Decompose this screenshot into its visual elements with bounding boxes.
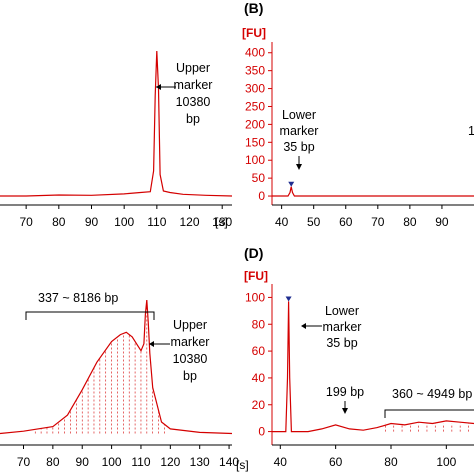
panel-b-x-tick-label: 40 [275, 215, 289, 229]
panel-c-x-unit: [s] [236, 458, 249, 472]
panel-d-annotation-199bp: 199 bp [326, 385, 364, 399]
panel-c-trace [0, 300, 233, 435]
panel-d-annotation-range: 360 ~ 4949 bp [392, 387, 472, 401]
panel-b-annotation-cut: 1 [468, 124, 474, 138]
panel-d-annotation-lower-marker-line2: marker [323, 320, 362, 334]
panel-a-annotation-upper-marker-line3: 10380 [176, 95, 211, 109]
panel-a-annotation-upper-marker-line1: Upper [176, 61, 210, 75]
panel-c-annotation-upper-marker-line3: 10380 [173, 352, 208, 366]
panel-a-x-tick-label: 70 [19, 215, 33, 229]
panel-d-y-tick-label: 20 [252, 398, 266, 412]
panel-d-199bp-arrowhead [342, 408, 348, 414]
panel-d-marker-triangle [285, 296, 292, 302]
panel-c-annotation-upper-marker-line4: bp [183, 369, 197, 383]
panel-b-x-tick-label: 90 [435, 215, 449, 229]
panel-b-y-tick-label: 350 [245, 64, 265, 78]
panel-b-y-tick-label: 50 [252, 171, 266, 185]
panel-c-annotation-upper-marker-line2: marker [171, 335, 210, 349]
panel-d-x-tick-label: 80 [384, 455, 398, 469]
panel-b-x-tick-label: 60 [339, 215, 353, 229]
panel-a-annotation-upper-marker-line2: marker [174, 78, 213, 92]
panel-a-trace [0, 50, 233, 197]
panel-d-y-tick-label: 40 [252, 371, 266, 385]
panel-d: (D) [FU] 0 20 40 60 80 100 40 60 80 100 Lower ma… [244, 245, 474, 469]
panel-a-x-tick-label: 100 [114, 215, 134, 229]
panel-b-marker-triangle [288, 181, 295, 187]
panel-b-x-tick-label: 80 [403, 215, 417, 229]
panel-c-annotation-upper-marker-line1: Upper [173, 318, 207, 332]
panel-b-y-tick-label: 100 [245, 153, 265, 167]
panel-a-x-tick-label: 80 [52, 215, 66, 229]
panel-c-upper-marker-arrowhead [149, 341, 154, 347]
panel-c-x-tick-label: 80 [46, 455, 60, 469]
panel-b-y-tick-label: 200 [245, 117, 265, 131]
panel-d-y-tick-label: 100 [245, 290, 265, 304]
panel-d-annotation-lower-marker-line1: Lower [325, 304, 359, 318]
panel-a-x-tick-label: 90 [85, 215, 99, 229]
panel-b-x-tick-label: 50 [307, 215, 321, 229]
panel-c-range-bracket [25, 311, 155, 320]
panel-d-y-tick-label: 60 [252, 344, 266, 358]
panel-a-x-tick-label: 120 [180, 215, 200, 229]
panel-d-x-tick-label: 100 [436, 455, 456, 469]
panel-b-trace [272, 186, 474, 197]
panel-b: (B) [FU] 0 50 100 150 200 250 300 350 400 40 50 60… [242, 0, 474, 229]
panel-b-lower-marker-arrowhead [296, 164, 302, 170]
panel-b-annotation-lower-marker-line3: 35 bp [283, 140, 314, 154]
panel-d-lower-marker-arrowhead [301, 323, 306, 329]
panel-b-y-tick-label: 250 [245, 99, 265, 113]
panel-d-x-tick-label: 40 [274, 455, 288, 469]
panel-d-x-tick-label: 60 [329, 455, 343, 469]
panel-a: 70 80 90 100 110 120 130 [s] Upper marker 1038… [0, 50, 233, 229]
panel-b-x-tick-label: 70 [371, 215, 385, 229]
panel-b-annotation-lower-marker-line1: Lower [282, 108, 316, 122]
panel-a-upper-marker-arrowhead [156, 84, 161, 90]
panel-b-y-unit: [FU] [242, 26, 266, 40]
panel-c-annotation-range: 337 ~ 8186 bp [38, 291, 118, 305]
panel-d-annotation-lower-marker-line3: 35 bp [326, 336, 357, 350]
panel-a-annotation-upper-marker-line4: bp [186, 112, 200, 126]
panel-d-range-bracket [384, 409, 474, 418]
panel-c-x-tick-label: 100 [102, 455, 122, 469]
panel-d-trace [272, 301, 474, 433]
panel-b-label: (B) [244, 0, 263, 16]
panel-c-x-tick-label: 90 [76, 455, 90, 469]
panel-c-x-tick-label: 110 [131, 455, 150, 469]
panel-a-x-unit: [s] [215, 215, 228, 229]
panel-c-x-tick-label: 70 [17, 455, 31, 469]
panel-d-y-unit: [FU] [244, 269, 268, 283]
panel-b-y-tick-label: 400 [245, 46, 265, 60]
panel-c-x-tick-label: 130 [190, 455, 210, 469]
panel-d-y-tick-label: 80 [252, 317, 266, 331]
panel-c-x-tick-label: 120 [160, 455, 180, 469]
panel-b-y-tick-label: 300 [245, 82, 265, 96]
panel-b-annotation-lower-marker-line2: marker [280, 124, 319, 138]
panel-b-y-tick-label: 150 [245, 135, 265, 149]
panel-a-x-tick-label: 130 [212, 215, 232, 229]
panel-d-y-tick-label: 0 [258, 425, 265, 439]
panel-c-x-tick-label: 140 [219, 455, 239, 469]
panel-b-y-tick-label: 0 [258, 189, 265, 203]
panel-a-x-tick-label: 110 [147, 215, 166, 229]
panel-d-label: (D) [244, 245, 263, 261]
panel-c: 70 80 90 100 110 120 130 140 [s] 337 ~ 8186 bp … [0, 291, 249, 472]
